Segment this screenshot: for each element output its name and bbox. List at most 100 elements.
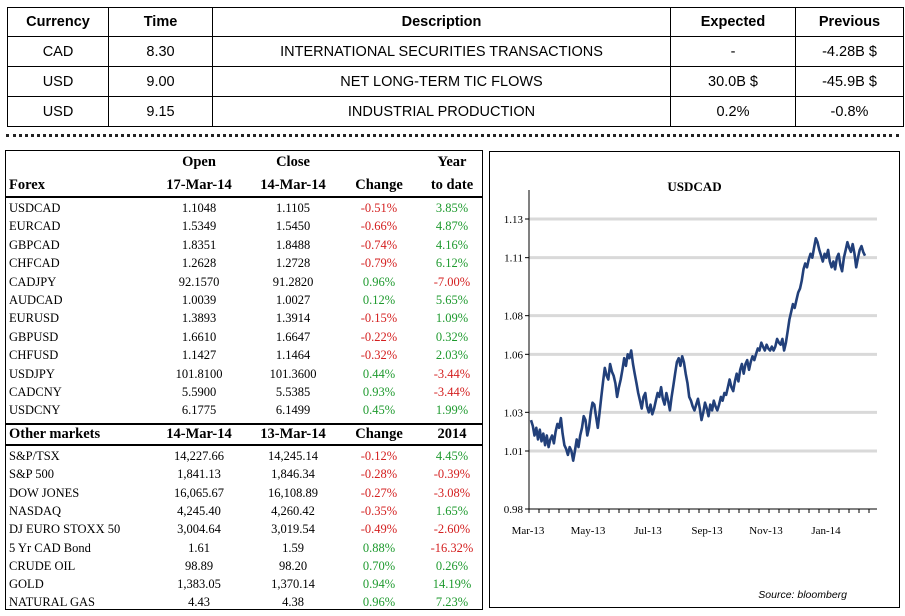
instrument-name: 5 Yr CAD Bond	[9, 540, 91, 555]
header-time: Time	[108, 7, 213, 37]
instrument-name: GBPUSD	[9, 329, 59, 344]
forex-row: USDCNY 6.1775 6.1499 0.45% 1.99%	[6, 401, 482, 419]
other-market-row: NASDAQ 4,245.40 4,260.42 -0.35% 1.65%	[6, 502, 482, 520]
change-value: 0.45%	[362, 403, 396, 418]
other-label: Other markets	[9, 426, 101, 442]
value-2: 3,019.54	[271, 522, 315, 537]
ytd-value: 6.12%	[435, 256, 469, 271]
instrument-name: GBPCAD	[9, 237, 60, 252]
value-2: 4,260.42	[271, 503, 315, 518]
change-value: 0.93%	[362, 385, 396, 399]
y-tick-label: 0.98	[504, 504, 524, 516]
other-market-row: CRUDE OIL 98.89 98.20 0.70% 0.26%	[6, 557, 482, 575]
value-2: 1,846.34	[271, 467, 315, 482]
forex-header-rule	[6, 196, 482, 198]
calendar-expected: 0.2%	[670, 96, 796, 127]
forex-row: GBPUSD 1.6610 1.6647 -0.22% 0.32%	[6, 328, 482, 346]
chart-source: Source: bloomberg	[758, 589, 847, 601]
value-1: 98.89	[184, 558, 214, 573]
value-1: 4,245.40	[177, 503, 221, 518]
economic-calendar-table: Currency Time Description Expected Previ…	[7, 7, 904, 127]
instrument-name: AUDCAD	[9, 293, 63, 307]
change-value: 0.88%	[362, 540, 396, 555]
value-1: 1.1427	[181, 348, 217, 363]
x-tick-label: Mar-13	[512, 525, 545, 537]
forex-header-line2: Forex 17-Mar-14 14-Mar-14 Change to date	[6, 177, 482, 195]
change-value: -0.66%	[360, 219, 398, 234]
instrument-name: EURCAD	[9, 219, 61, 234]
header-description: Description	[212, 7, 671, 37]
ytd-value: 0.26%	[435, 558, 469, 573]
value-2: 1.1464	[275, 348, 311, 363]
ytd-value: 4.16%	[435, 237, 469, 252]
value-1: 3,004.64	[177, 522, 221, 537]
dotted-separator	[6, 134, 899, 137]
instrument-name: CADCNY	[9, 385, 62, 399]
y-tick-label: 1.08	[504, 311, 524, 323]
header-other-change: Change	[355, 426, 403, 442]
header-2014: 2014	[437, 426, 467, 442]
value-1: 16,065.67	[174, 485, 224, 500]
value-1: 1.1048	[181, 201, 217, 215]
calendar-currency: CAD	[7, 36, 109, 67]
value-1: 1.5349	[181, 219, 217, 234]
change-value: -0.32%	[360, 348, 398, 363]
ytd-value: -3.08%	[433, 485, 471, 500]
value-2: 1.5450	[275, 219, 311, 234]
change-value: 0.70%	[362, 558, 396, 573]
value-1: 1,383.05	[177, 577, 221, 592]
value-1: 1.61	[188, 540, 210, 555]
instrument-name: DOW JONES	[9, 485, 80, 500]
value-2: 101.3600	[269, 366, 317, 381]
value-2: 1.8488	[275, 237, 311, 252]
calendar-previous: -0.8%	[795, 96, 904, 127]
other-market-row: DOW JONES 16,065.67 16,108.89 -0.27% -3.08%	[6, 484, 482, 502]
ytd-value: 4.45%	[435, 449, 469, 463]
other-market-row: DJ EURO STOXX 50 3,004.64 3,019.54 -0.49% -2…	[6, 520, 482, 538]
other-top-rule	[6, 423, 482, 425]
other-market-row: GOLD 1,383.05 1,370.14 0.94% 14.19%	[6, 575, 482, 593]
x-tick-label: Nov-13	[749, 525, 783, 537]
change-value: -0.74%	[360, 237, 398, 252]
y-tick-label: 1.03	[504, 407, 524, 419]
y-tick-label: 1.01	[504, 446, 523, 458]
forex-header-line1: Open Close Year	[6, 154, 482, 172]
change-value: -0.51%	[360, 201, 398, 215]
change-value: 0.12%	[362, 293, 396, 307]
instrument-name: S&P/TSX	[9, 449, 60, 463]
value-1: 4.43	[188, 595, 210, 610]
ytd-value: 7.23%	[435, 595, 469, 610]
value-2: 16,108.89	[268, 485, 318, 500]
header-to-date: to date	[430, 177, 474, 193]
calendar-expected: -	[670, 36, 796, 67]
forex-label: Forex	[9, 177, 45, 193]
forex-row: CADJPY 92.1570 91.2820 0.96% -7.00%	[6, 273, 482, 291]
ytd-value: 4.87%	[435, 219, 469, 234]
value-2: 6.1499	[275, 403, 311, 418]
calendar-time: 9.15	[108, 96, 213, 127]
axis-line	[528, 190, 877, 510]
value-2: 4.38	[282, 595, 304, 610]
ytd-value: -2.60%	[433, 522, 471, 537]
value-2: 1,370.14	[271, 577, 315, 592]
instrument-name: CRUDE OIL	[9, 558, 76, 573]
header-open-date: 17-Mar-14	[166, 177, 232, 193]
forex-row: CADCNY 5.5900 5.5385 0.93% -3.44%	[6, 383, 482, 401]
instrument-name: DJ EURO STOXX 50	[9, 522, 121, 537]
instrument-name: USDJPY	[9, 366, 55, 381]
forex-row: GBPCAD 1.8351 1.8488 -0.74% 4.16%	[6, 236, 482, 254]
value-1: 14,227.66	[174, 449, 224, 463]
instrument-name: CADJPY	[9, 274, 57, 289]
calendar-expected: 30.0B $	[670, 66, 796, 97]
x-tick-label: Jan-14	[811, 525, 841, 537]
forex-row: CHFUSD 1.1427 1.1464 -0.32% 2.03%	[6, 346, 482, 364]
value-1: 6.1775	[181, 403, 217, 418]
ytd-value: 3.85%	[435, 201, 469, 215]
instrument-name: CHFUSD	[9, 348, 59, 363]
header-date-1: 14-Mar-14	[166, 426, 232, 442]
ytd-value: 1.99%	[435, 403, 469, 418]
other-header: Other markets 14-Mar-14 13-Mar-14 Change…	[6, 426, 482, 444]
instrument-name: CHFCAD	[9, 256, 60, 271]
value-2: 1.59	[282, 540, 304, 555]
change-value: 0.44%	[362, 366, 396, 381]
